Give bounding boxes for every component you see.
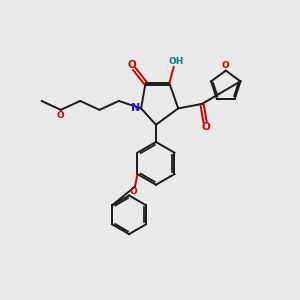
Text: OH: OH xyxy=(169,57,184,66)
Text: O: O xyxy=(130,187,138,196)
Text: O: O xyxy=(128,60,136,70)
Text: O: O xyxy=(57,111,65,120)
Text: O: O xyxy=(202,122,211,131)
Text: O: O xyxy=(221,61,229,70)
Text: N: N xyxy=(130,103,140,113)
